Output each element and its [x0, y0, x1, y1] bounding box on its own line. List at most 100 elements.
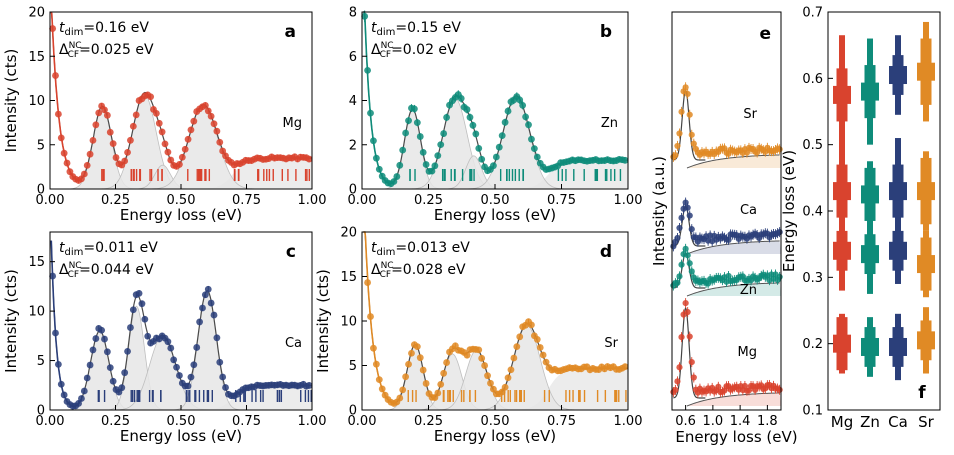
data-point	[49, 25, 57, 32]
data-point	[83, 161, 91, 169]
data-point	[741, 382, 748, 390]
series-fill-ca	[686, 240, 781, 254]
y-tick-label: 0.1	[802, 404, 823, 419]
data-point	[393, 173, 401, 180]
energy-marker	[917, 331, 935, 350]
data-point	[686, 111, 693, 118]
data-point	[204, 107, 212, 115]
x-tick-label: 0.50	[481, 193, 510, 208]
delta-value: =0.025 eV	[79, 42, 154, 58]
series-peak-sr	[673, 88, 706, 161]
data-point	[207, 112, 215, 120]
data-point	[80, 170, 88, 178]
data-point	[422, 161, 430, 168]
series-fill-zn	[686, 282, 781, 296]
element-label: Ca	[285, 336, 302, 351]
data-point	[678, 261, 685, 268]
data-point	[530, 145, 538, 153]
data-point	[219, 373, 227, 381]
x-category-label: Mg	[831, 413, 853, 431]
data-point	[92, 121, 100, 129]
data-point	[472, 130, 480, 138]
x-tick-label: 1.00	[614, 193, 643, 208]
data-point	[437, 141, 445, 149]
data-point	[516, 96, 524, 104]
data-point	[672, 152, 679, 159]
data-point	[170, 356, 178, 364]
data-point	[101, 106, 108, 114]
y-tick-label: 0.2	[802, 337, 823, 352]
data-point	[121, 369, 129, 377]
data-point	[519, 101, 527, 109]
x-tick-label: 0.00	[36, 193, 65, 208]
data-point	[201, 101, 209, 109]
data-point	[367, 109, 374, 117]
x-tick-label: 1.00	[298, 414, 327, 429]
data-point	[167, 156, 175, 164]
data-point	[469, 121, 477, 129]
data-point	[539, 351, 547, 359]
data-point	[103, 111, 111, 119]
data-point	[434, 389, 442, 397]
t-symbol: t	[371, 20, 377, 36]
series-peak-mg	[673, 306, 706, 399]
background-shade	[521, 160, 628, 189]
panel-f: 0.1 0.2 0.3 0.4 0.5 0.6 0.7 Mg Zn Ca Sr Energy loss…	[780, 6, 941, 431]
data-point	[536, 344, 544, 351]
data-point	[533, 153, 541, 161]
data-point	[190, 117, 198, 125]
data-point	[63, 159, 71, 167]
x-tick-label: 0.6	[675, 414, 696, 429]
data-point	[196, 318, 204, 326]
data-point	[147, 93, 155, 101]
x-tick-label: 1.4	[730, 414, 751, 429]
x-tick-label: 0.00	[348, 414, 377, 429]
data-point	[101, 335, 108, 343]
t-value: =0.15 eV	[395, 20, 461, 36]
data-point	[164, 148, 172, 156]
delta-subscript: CF	[380, 270, 391, 280]
data-point	[127, 136, 134, 144]
data-point	[57, 134, 65, 142]
y-tick-label: 10	[340, 315, 357, 330]
data-point	[510, 354, 518, 362]
y-tick-label: 0.4	[802, 205, 823, 220]
x-tick-label: 0.50	[167, 414, 196, 429]
data-point	[60, 391, 68, 399]
data-point	[89, 136, 97, 144]
data-point	[621, 156, 629, 164]
data-point	[498, 132, 506, 140]
x-tick-label: 1.00	[298, 193, 327, 208]
data-point	[176, 372, 183, 379]
data-point	[678, 108, 685, 115]
t-symbol: t	[371, 240, 377, 256]
data-point	[372, 360, 380, 368]
data-point	[413, 119, 421, 127]
data-point	[686, 333, 693, 340]
data-point	[478, 354, 486, 362]
data-point	[490, 162, 497, 170]
data-point	[364, 66, 371, 74]
data-point	[216, 358, 224, 366]
data-point	[370, 137, 377, 145]
y-tick-label: 5	[37, 138, 45, 153]
energy-marker	[861, 185, 879, 204]
data-point	[86, 361, 94, 369]
data-point	[210, 311, 218, 319]
data-point	[507, 366, 515, 374]
data-point	[684, 204, 691, 211]
data-point	[457, 95, 465, 102]
data-point	[184, 135, 192, 143]
data-point	[402, 373, 410, 381]
panel-letter: e	[759, 24, 771, 44]
data-point	[75, 400, 82, 407]
data-point	[533, 336, 541, 343]
delta-cf-annotation: ΔNC CF=0.044 eV	[59, 261, 154, 280]
delta-superscript: NC	[69, 261, 82, 271]
series-label-zn: Zn	[740, 283, 757, 298]
data-point	[78, 395, 85, 402]
panel-letter: d	[600, 242, 612, 262]
data-point	[190, 361, 198, 369]
